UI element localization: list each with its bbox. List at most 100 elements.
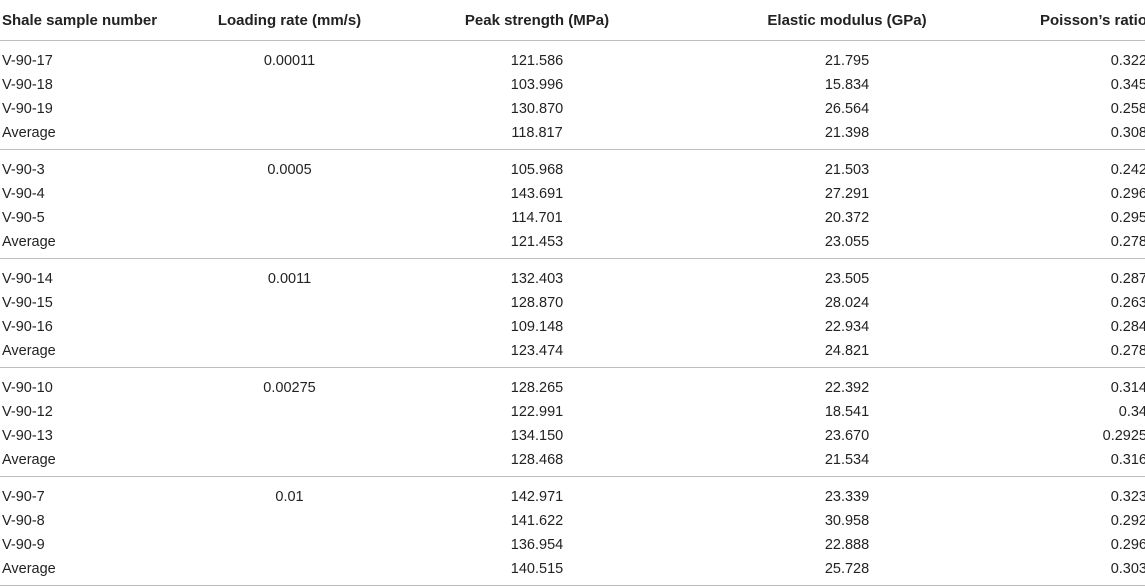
cell-poissons-ratio: 0.314 <box>1110 380 1145 396</box>
cell-elastic-modulus: 26.564 <box>824 101 870 117</box>
cell-sample-number: V-90-13 <box>2 428 53 444</box>
cell-sample-number: Average <box>0 557 202 586</box>
cell-loading-rate <box>202 448 377 477</box>
table-row: V-90-5 114.701 20.372 0.295 <box>0 206 1145 230</box>
cell-poissons-ratio: 0.296 <box>1110 537 1145 553</box>
table-row: Average 128.468 21.534 0.316 <box>0 448 1145 477</box>
cell-elastic-modulus: 22.392 <box>824 380 870 396</box>
cell-elastic-modulus: 21.398 <box>697 121 997 150</box>
cell-sample-number: Average <box>0 230 202 259</box>
table-row: V-90-15 128.870 28.024 0.263 <box>0 291 1145 315</box>
cell-sample-number: V-90-18 <box>2 77 53 93</box>
cell-peak-strength: 128.870 <box>510 295 564 311</box>
cell-sample-number: V-90-5 <box>2 210 45 226</box>
table-row: Average 118.817 21.398 0.308 <box>0 121 1145 150</box>
table-row: Average 140.515 25.728 0.303 <box>0 557 1145 586</box>
cell-sample-number: V-90-12 <box>2 404 53 420</box>
cell-loading-rate <box>202 73 377 97</box>
cell-poissons-ratio: 0.242 <box>1110 162 1145 178</box>
table-row: V-90-4 143.691 27.291 0.296 <box>0 182 1145 206</box>
cell-loading-rate <box>202 182 377 206</box>
cell-poissons-ratio: 0.287 <box>1110 271 1145 287</box>
table-row: V-90-13 134.150 23.670 0.2925 <box>0 424 1145 448</box>
table-row: V-90-12 122.991 18.541 0.34 <box>0 400 1145 424</box>
cell-sample-number: V-90-8 <box>2 513 45 529</box>
cell-loading-rate <box>202 291 377 315</box>
table-row: V-90-8 141.622 30.958 0.292 <box>0 509 1145 533</box>
cell-loading-rate: 0.00275 <box>263 380 316 396</box>
table-row: Average 121.453 23.055 0.278 <box>0 230 1145 259</box>
cell-peak-strength: 141.622 <box>510 513 564 529</box>
table-body: V-90-17 0.00011 121.586 21.795 0.322 V-90-18 1… <box>0 41 1145 586</box>
cell-peak-strength: 121.453 <box>377 230 697 259</box>
cell-sample-number: V-90-7 <box>2 489 45 505</box>
cell-poissons-ratio: 0.34 <box>1118 404 1145 420</box>
cell-poissons-ratio: 0.263 <box>1110 295 1145 311</box>
cell-sample-number: Average <box>0 448 202 477</box>
cell-peak-strength: 132.403 <box>510 271 564 287</box>
cell-peak-strength: 105.968 <box>510 162 564 178</box>
cell-elastic-modulus: 20.372 <box>824 210 870 226</box>
cell-elastic-modulus: 21.534 <box>697 448 997 477</box>
cell-elastic-modulus: 18.541 <box>824 404 870 420</box>
table-row: V-90-10 0.00275 128.265 22.392 0.314 <box>0 368 1145 401</box>
cell-peak-strength: 128.265 <box>510 380 564 396</box>
cell-elastic-modulus: 23.339 <box>824 489 870 505</box>
cell-loading-rate <box>202 230 377 259</box>
table-row: V-90-16 109.148 22.934 0.284 <box>0 315 1145 339</box>
cell-sample-number: V-90-14 <box>2 271 53 287</box>
table-row: V-90-18 103.996 15.834 0.345 <box>0 73 1145 97</box>
cell-poissons-ratio: 0.296 <box>1110 186 1145 202</box>
cell-poissons-ratio: 0.316 <box>997 448 1145 477</box>
cell-loading-rate <box>202 533 377 557</box>
cell-sample-number: V-90-9 <box>2 537 45 553</box>
cell-peak-strength: 123.474 <box>377 339 697 368</box>
cell-peak-strength: 114.701 <box>511 210 563 226</box>
cell-elastic-modulus: 25.728 <box>697 557 997 586</box>
cell-loading-rate <box>202 206 377 230</box>
cell-sample-number: Average <box>0 121 202 150</box>
cell-elastic-modulus: 21.795 <box>824 53 870 69</box>
table-row: V-90-19 130.870 26.564 0.258 <box>0 97 1145 121</box>
cell-sample-number: V-90-16 <box>2 319 53 335</box>
cell-elastic-modulus: 21.503 <box>824 162 870 178</box>
cell-elastic-modulus: 30.958 <box>824 513 870 529</box>
cell-peak-strength: 140.515 <box>377 557 697 586</box>
cell-poissons-ratio: 0.295 <box>1110 210 1145 226</box>
cell-peak-strength: 109.148 <box>510 319 564 335</box>
cell-elastic-modulus: 23.670 <box>824 428 870 444</box>
cell-poissons-ratio: 0.292 <box>1110 513 1145 529</box>
cell-loading-rate <box>202 121 377 150</box>
cell-poissons-ratio: 0.322 <box>1110 53 1145 69</box>
cell-peak-strength: 130.870 <box>510 101 564 117</box>
cell-peak-strength: 143.691 <box>510 186 564 202</box>
cell-poissons-ratio: 0.323 <box>1110 489 1145 505</box>
cell-poissons-ratio: 0.258 <box>1110 101 1145 117</box>
cell-poissons-ratio: 0.345 <box>1110 77 1145 93</box>
cell-loading-rate <box>202 424 377 448</box>
cell-loading-rate: 0.0011 <box>267 271 312 287</box>
cell-loading-rate <box>202 557 377 586</box>
table-row: V-90-9 136.954 22.888 0.296 <box>0 533 1145 557</box>
cell-loading-rate <box>202 97 377 121</box>
cell-elastic-modulus: 23.055 <box>697 230 997 259</box>
cell-sample-number: V-90-15 <box>2 295 53 311</box>
cell-loading-rate: 0.00011 <box>263 53 316 69</box>
cell-poissons-ratio: 0.2925 <box>1102 428 1145 444</box>
cell-poissons-ratio: 0.303 <box>997 557 1145 586</box>
cell-sample-number: V-90-4 <box>2 186 45 202</box>
cell-loading-rate <box>202 509 377 533</box>
cell-sample-number: V-90-3 <box>2 162 45 178</box>
header-peak-strength: Peak strength (MPa) <box>377 0 697 41</box>
cell-poissons-ratio: 0.308 <box>997 121 1145 150</box>
cell-peak-strength: 136.954 <box>510 537 564 553</box>
cell-peak-strength: 118.817 <box>377 121 697 150</box>
cell-poissons-ratio: 0.278 <box>997 339 1145 368</box>
cell-sample-number: V-90-19 <box>2 101 53 117</box>
cell-sample-number: V-90-10 <box>2 380 53 396</box>
cell-loading-rate <box>202 339 377 368</box>
table-row: Average 123.474 24.821 0.278 <box>0 339 1145 368</box>
cell-peak-strength: 128.468 <box>377 448 697 477</box>
cell-peak-strength: 103.996 <box>510 77 564 93</box>
